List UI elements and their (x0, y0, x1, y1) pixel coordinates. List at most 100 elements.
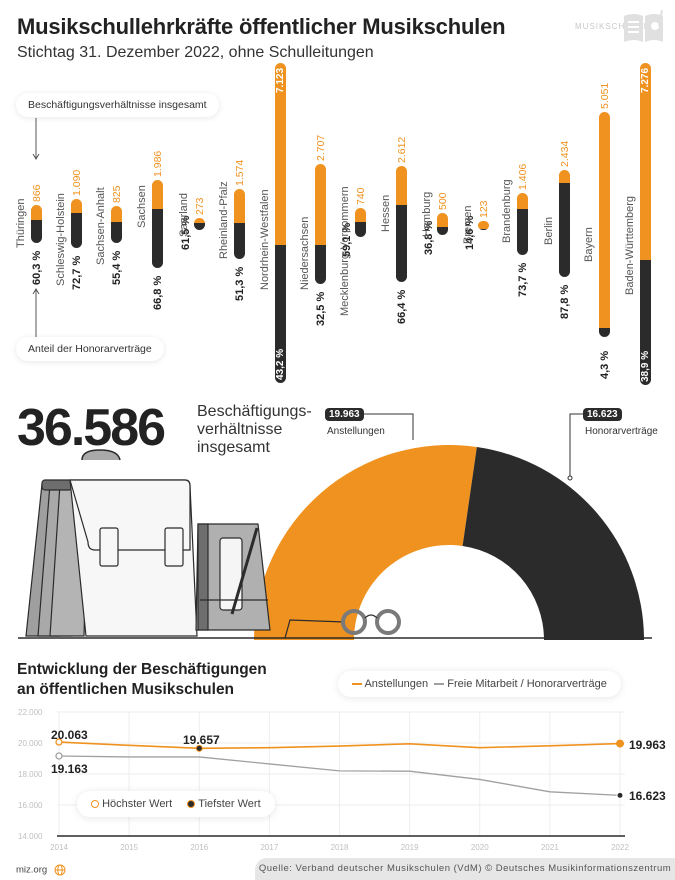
max-marker-icon (91, 800, 99, 809)
state-name: Sachsen-Anhalt (95, 187, 107, 265)
state-total-value: 740 (355, 187, 367, 205)
svg-text:2020: 2020 (471, 843, 489, 852)
state-name: Hamburg (421, 191, 433, 237)
state-total-value: 2.434 (559, 140, 571, 167)
glasses-illustration (284, 609, 401, 639)
state-bar (31, 205, 42, 243)
book-music-icon (624, 9, 663, 42)
state-total-value: 1.986 (152, 150, 164, 177)
state-name: Hessen (380, 194, 392, 232)
employed-line-swatch (352, 683, 362, 686)
state-bar (396, 166, 407, 282)
page-title: Musikschullehrkräfte öffentlicher Musiks… (17, 14, 506, 39)
employed-value-tag: 19.963 (325, 408, 364, 421)
state-name: Niedersachsen (299, 216, 311, 290)
annotation-arrows (32, 118, 40, 337)
state-total-value: 825 (111, 185, 123, 203)
state-name: Sachsen (136, 185, 148, 228)
state-honorar-share: 55,4 % (111, 250, 123, 285)
svg-text:2017: 2017 (260, 843, 278, 852)
svg-text:22.000: 22.000 (18, 708, 43, 717)
extremes-legend: Höchster Wert Tiefster Wert (77, 791, 275, 817)
free-max-label: 19.163 (51, 762, 88, 776)
state-bar (71, 199, 82, 248)
svg-text:18.000: 18.000 (18, 770, 43, 779)
state-bar (559, 170, 570, 277)
state-total-value: 2.707 (315, 134, 327, 161)
emp-min-label: 19.657 (183, 733, 220, 747)
site-link[interactable]: miz.org (16, 864, 66, 876)
metronome-illustration (195, 523, 271, 631)
state-total-value: 2.612 (396, 136, 408, 163)
state-name: Nordrhein-Westfalen (259, 189, 271, 290)
share-annotation: Anteil der Honorarverträge (16, 337, 164, 361)
state-name: Rheinland-Pfalz (218, 181, 230, 259)
state-total-value: 1.090 (71, 169, 83, 196)
state-name: Berlin (543, 216, 555, 245)
trend-title: Entwicklung der Beschäftigungen an öffen… (17, 661, 267, 698)
trend-line-chart: 22.000 20.000 18.000 16.000 14.000 2014 2015 20… (18, 708, 629, 852)
state-honorar-share: 38,9 % (640, 350, 651, 382)
state-total-value: 7.276 (640, 67, 651, 93)
state-name: Brandenburg (501, 179, 513, 243)
state-honorar-share: 87,8 % (559, 284, 571, 319)
state-name: Bremen (462, 205, 474, 244)
state-bar (437, 213, 448, 235)
min-marker-icon (187, 800, 196, 809)
state-bar (152, 180, 163, 268)
state-honorar-share: 66,4 % (396, 289, 408, 324)
state-total-value: 500 (437, 192, 449, 210)
state-honorar-share: 66,8 % (152, 275, 164, 310)
total-count: 36.586 (17, 399, 166, 457)
state-honorar-share: 4,3 % (599, 350, 611, 379)
state-bar (194, 218, 205, 230)
state-bar (517, 193, 528, 255)
state-honorar-share: 73,7 % (517, 262, 529, 297)
svg-text:20.000: 20.000 (18, 739, 43, 748)
state-honorar-share: 32,5 % (315, 291, 327, 326)
freelance-label: Honorarverträge (585, 426, 658, 437)
state-total-value: 5.051 (599, 82, 611, 109)
source-note: Quelle: Verband deutscher Musikschulen (… (255, 858, 675, 880)
state-bar (315, 164, 326, 284)
state-total-value: 1.574 (234, 159, 246, 186)
page-subtitle: Stichtag 31. Dezember 2022, ohne Schulle… (17, 44, 374, 61)
state-total-value: 123 (478, 200, 490, 218)
state-bar (275, 63, 286, 383)
state-name: Thüringen (15, 198, 27, 248)
svg-text:2014: 2014 (50, 843, 68, 852)
emp-last-label: 19.963 (629, 738, 666, 752)
trend-legend: Anstellungen Freie Mitarbeit / Honorarve… (338, 671, 621, 697)
freelance-line-swatch (434, 683, 445, 686)
state-honorar-share: 43,2 % (275, 348, 286, 380)
svg-text:14.000: 14.000 (18, 832, 43, 841)
svg-text:2015: 2015 (120, 843, 138, 852)
state-total-value: 866 (31, 184, 43, 202)
freelance-value-tag: 16.623 (583, 408, 622, 421)
total-description: Beschäftigungs- verhältnisse insgesamt (197, 403, 312, 456)
state-name: Mecklenburg-Vorpommern (339, 186, 351, 316)
state-honorar-share: 51,3 % (234, 266, 246, 301)
state-bar (599, 112, 610, 337)
svg-text:2016: 2016 (190, 843, 208, 852)
state-name: Schleswig-Holstein (55, 193, 67, 286)
state-honorar-share: 72,7 % (71, 255, 83, 290)
state-bar (355, 208, 366, 237)
school-bag-illustration (25, 449, 198, 637)
state-bar (111, 206, 122, 243)
state-bar (234, 189, 245, 259)
state-name: Saarland (178, 192, 190, 237)
svg-text:2019: 2019 (401, 843, 419, 852)
svg-text:2022: 2022 (611, 843, 629, 852)
state-honorar-share: 60,3 % (31, 250, 43, 285)
state-total-value: 1.406 (517, 163, 529, 190)
state-bar (478, 221, 489, 230)
state-name: Bayern (583, 227, 595, 262)
employment-donut-chart (18, 413, 652, 640)
logo-text: MUSIKSCHULEN (575, 22, 651, 31)
state-total-value: 7.123 (275, 67, 286, 93)
free-last-label: 16.623 (629, 789, 666, 803)
employed-label: Anstellungen (327, 426, 385, 437)
state-bar (640, 63, 651, 385)
svg-text:2021: 2021 (541, 843, 559, 852)
